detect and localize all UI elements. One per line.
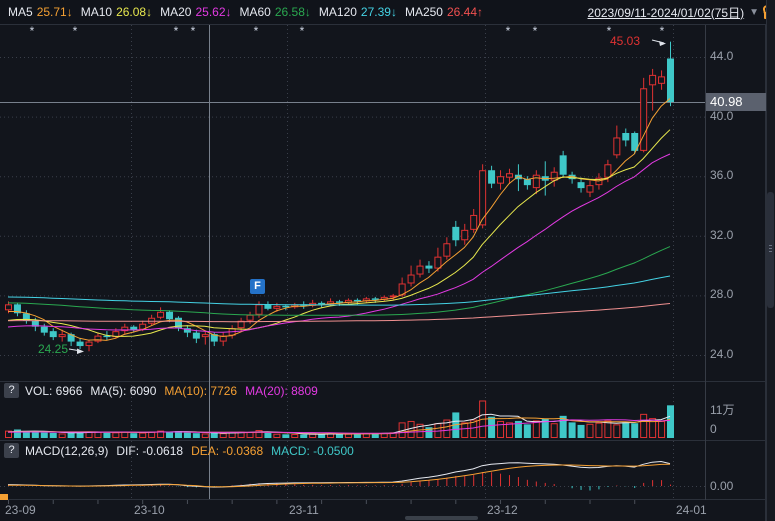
event-star-icon: * xyxy=(190,24,196,38)
volume-ma10: MA(10): 7726 xyxy=(164,383,238,398)
volume-value: VOL: 6966 xyxy=(25,383,83,398)
ma20-legend: MA20 25.62↓ xyxy=(160,5,231,19)
event-star-icon: * xyxy=(299,24,305,38)
volume-ma-lines xyxy=(7,413,671,435)
ma20-value: 25.62↓ xyxy=(195,5,232,19)
high-price-annotation: 45.03 xyxy=(610,34,641,48)
ma5-legend: MA5 25.71↓ xyxy=(8,5,73,19)
event-star-icon: * xyxy=(606,24,612,38)
event-star-icon: * xyxy=(173,24,179,38)
gridlines xyxy=(0,25,705,499)
macd-help-button[interactable]: ? xyxy=(4,443,19,458)
current-price-tag: 40.98 xyxy=(706,92,770,111)
ma10-legend: MA10 26.08↓ xyxy=(81,5,152,19)
ma250-legend: MA250 26.44↑ xyxy=(405,5,483,19)
time-axis-label: 23-12 xyxy=(487,503,518,517)
macd-dea: DEA: -0.0368 xyxy=(191,443,264,458)
ma60-value: 26.58↓ xyxy=(274,5,311,19)
volume-ma5: MA(5): 6090 xyxy=(90,383,157,398)
macd-header: ? MACD(12,26,9) DIF: -0.0618 DEA: -0.036… xyxy=(0,443,362,458)
volume-header: ? VOL: 6966 MA(5): 6090 MA(10): 7726 MA(… xyxy=(0,383,326,398)
event-star-icon: * xyxy=(29,24,35,38)
ma20-label: MA20 xyxy=(160,5,192,19)
date-range-text[interactable]: 2023/09/11-2024/01/02(75日) xyxy=(587,5,745,20)
time-axis-label: 23-09 xyxy=(5,503,36,517)
volume-axis-top: 11万 xyxy=(710,403,735,417)
time-axis-label: 24-01 xyxy=(676,503,707,517)
ma-lines xyxy=(7,98,671,341)
macd-dif: DIF: -0.0618 xyxy=(116,443,184,458)
ma250-value: 26.44↑ xyxy=(446,5,484,19)
date-range-control[interactable]: 2023/09/11-2024/01/02(75日) ▼ xyxy=(587,3,775,21)
price-tick-label: 24.0 xyxy=(710,347,734,361)
ma60-legend: MA60 26.58↓ xyxy=(240,5,311,19)
annotation-arrows xyxy=(68,39,666,354)
crosshair xyxy=(0,25,705,499)
event-star-icon: * xyxy=(659,24,665,38)
time-axis-label: 23-10 xyxy=(134,503,165,517)
ma10-value: 26.08↓ xyxy=(116,5,153,19)
horizontal-scrollbar-thumb[interactable] xyxy=(405,516,478,520)
volume-help-button[interactable]: ? xyxy=(4,383,19,398)
macd-lines xyxy=(7,460,671,488)
event-star-icon: * xyxy=(72,24,78,38)
price-tick-label: 36.0 xyxy=(710,168,734,183)
low-price-annotation: 24.25 xyxy=(38,342,69,356)
event-star-icon: * xyxy=(532,24,538,38)
price-tick-label: 40.0 xyxy=(710,108,734,123)
dropdown-arrow-icon[interactable]: ▼ xyxy=(749,6,759,18)
ma120-value: 27.39↓ xyxy=(360,5,397,19)
macd-axis-zero: 0.00 xyxy=(710,479,734,493)
volume-axis-zero: 0 xyxy=(710,422,717,436)
ma120-legend: MA120 27.39↓ xyxy=(319,5,397,19)
ma60-label: MA60 xyxy=(239,5,271,19)
ma5-value: 25.71↓ xyxy=(36,5,73,19)
macd-histogram xyxy=(8,472,672,491)
vertical-scrollbar-thumb[interactable] xyxy=(767,192,774,308)
price-tick-label: 28.0 xyxy=(710,287,734,302)
ma120-label: MA120 xyxy=(318,5,357,19)
corner-marker xyxy=(0,494,8,500)
price-tick-label: 32.0 xyxy=(710,227,734,242)
volume-bars xyxy=(5,400,675,439)
event-star-icon: * xyxy=(253,24,259,38)
ma250-label: MA250 xyxy=(404,5,443,19)
time-axis-label: 23-11 xyxy=(289,503,319,517)
event-flag-marker[interactable]: F xyxy=(250,279,265,294)
event-star-icon: * xyxy=(505,24,511,38)
price-tick-label: 44.0 xyxy=(710,49,734,63)
candlestick-series xyxy=(5,41,675,352)
volume-ma20: MA(20): 8809 xyxy=(245,383,318,398)
ma10-label: MA10 xyxy=(80,5,113,19)
macd-value: MACD: -0.0500 xyxy=(271,443,354,458)
ma-legend-bar: MA5 25.71↓ MA10 26.08↓ MA20 25.62↓ MA60 26.5… xyxy=(0,0,775,25)
macd-name: MACD(12,26,9) xyxy=(25,443,109,458)
ma5-label: MA5 xyxy=(8,5,33,19)
